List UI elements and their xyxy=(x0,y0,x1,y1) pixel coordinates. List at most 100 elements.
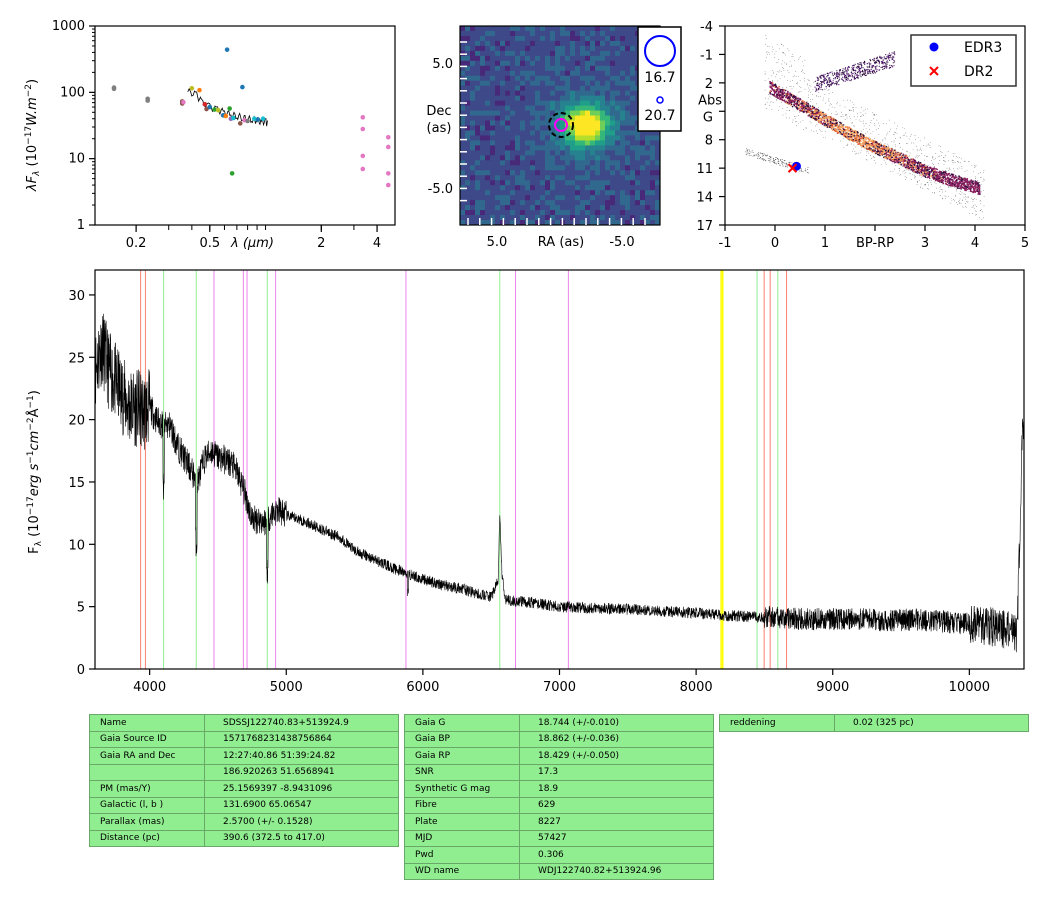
hr-density-dot xyxy=(787,102,790,105)
hr-density-dot xyxy=(831,82,833,84)
hr-density-dot xyxy=(922,172,924,175)
hr-density-dot xyxy=(779,97,781,100)
hr-density-dot xyxy=(972,183,975,186)
image-pixel xyxy=(540,210,546,216)
hr-density-dot xyxy=(884,150,887,152)
image-pixel xyxy=(585,115,591,121)
image-pixel xyxy=(515,205,521,211)
image-pixel xyxy=(560,200,566,206)
hr-density-dot xyxy=(848,109,850,111)
hr-density-dot xyxy=(975,198,977,200)
image-pixel xyxy=(525,40,531,47)
image-pixel xyxy=(645,190,651,196)
image-pixel xyxy=(465,115,471,121)
hr-density-dot xyxy=(848,75,851,77)
hr-density-dot xyxy=(804,73,805,74)
hr-density-dot xyxy=(889,158,892,161)
hr-density-dot xyxy=(855,70,857,72)
image-pixel xyxy=(600,150,606,156)
hr-density-dot xyxy=(871,67,873,69)
sed-point xyxy=(252,116,257,122)
image-pixel xyxy=(490,65,496,72)
image-pixel xyxy=(515,200,521,206)
hr-density-dot xyxy=(829,123,832,126)
hr-density-dot xyxy=(931,168,933,171)
hr-density-dot xyxy=(811,108,814,110)
hr-density-dot xyxy=(871,150,873,152)
hr-density-dot xyxy=(952,180,953,181)
hr-density-dot xyxy=(893,158,895,160)
hr-density-dot xyxy=(836,70,838,72)
sed-point xyxy=(260,116,266,122)
hr-density-dot xyxy=(968,183,971,185)
hr-density-dot xyxy=(963,197,965,198)
image-pixel xyxy=(535,165,541,171)
hr-density-dot xyxy=(922,173,924,175)
image-pixel xyxy=(495,170,501,176)
hr-density-dot xyxy=(908,167,910,170)
hr-density-dot xyxy=(854,151,856,152)
hr-density-dot xyxy=(885,148,888,150)
hr-density-dot xyxy=(913,174,915,176)
hr-density-dot xyxy=(899,153,901,155)
hr-density-dot xyxy=(846,126,849,128)
hr-density-dot xyxy=(844,106,846,108)
hr-density-dot xyxy=(923,137,925,139)
image-pixel xyxy=(610,105,616,111)
image-pixel xyxy=(570,85,576,92)
hr-density-dot xyxy=(766,102,768,104)
hr-density-dot xyxy=(815,113,817,116)
hr-density-dot xyxy=(932,163,933,164)
hr-density-dot xyxy=(967,201,969,203)
hr-density-dot xyxy=(819,87,821,89)
image-pixel xyxy=(495,195,501,201)
hr-density-dot xyxy=(845,69,847,71)
hr-density-dot xyxy=(889,157,891,160)
hr-density-dot xyxy=(851,130,853,133)
hr-density-dot xyxy=(953,162,955,164)
hr-density-dot xyxy=(784,96,787,99)
hr-density-dot xyxy=(899,154,902,156)
hr-density-dot xyxy=(883,153,886,155)
image-pixel xyxy=(545,35,551,42)
hr-density-dot xyxy=(923,175,925,177)
image-pixel xyxy=(565,205,571,211)
hr-density-dot xyxy=(840,115,842,117)
hr-density-dot xyxy=(800,102,802,105)
hr-density-dot xyxy=(836,122,839,124)
image-pixel xyxy=(635,145,641,151)
image-pixel xyxy=(490,60,496,67)
hr-density-dot xyxy=(915,165,917,167)
image-pixel xyxy=(470,125,476,131)
image-pixel xyxy=(530,75,536,82)
hr-density-dot xyxy=(850,133,852,136)
image-pixel xyxy=(625,150,631,156)
hr-density-dot xyxy=(948,187,950,188)
hr-density-dot xyxy=(917,168,920,170)
hr-density-dot xyxy=(864,140,867,143)
hr-density-dot xyxy=(916,166,919,169)
image-pixel xyxy=(470,170,476,176)
hr-density-dot xyxy=(819,121,820,123)
image-pixel xyxy=(575,150,581,156)
hr-density-dot xyxy=(870,143,871,145)
hr-density-dot xyxy=(863,143,865,145)
hr-density-dot xyxy=(813,117,816,120)
hr-density-dot xyxy=(823,81,825,83)
hr-density-dot xyxy=(874,151,875,153)
hr-density-dot xyxy=(963,179,966,181)
image-pixel xyxy=(585,45,591,52)
hr-density-dot xyxy=(881,150,884,153)
hr-density-dot xyxy=(922,173,925,176)
image-pixel xyxy=(605,35,611,42)
hr-density-dot xyxy=(943,170,945,173)
hr-density-dot xyxy=(854,132,856,135)
hr-density-dot xyxy=(837,131,840,134)
hr-density-dot xyxy=(765,60,767,62)
image-pixel xyxy=(510,120,516,126)
image-pixel xyxy=(540,85,546,92)
hr-density-dot xyxy=(774,53,776,55)
hr-density-dot xyxy=(961,192,963,194)
hr-density-dot xyxy=(974,198,975,199)
hr-density-dot xyxy=(801,71,803,72)
